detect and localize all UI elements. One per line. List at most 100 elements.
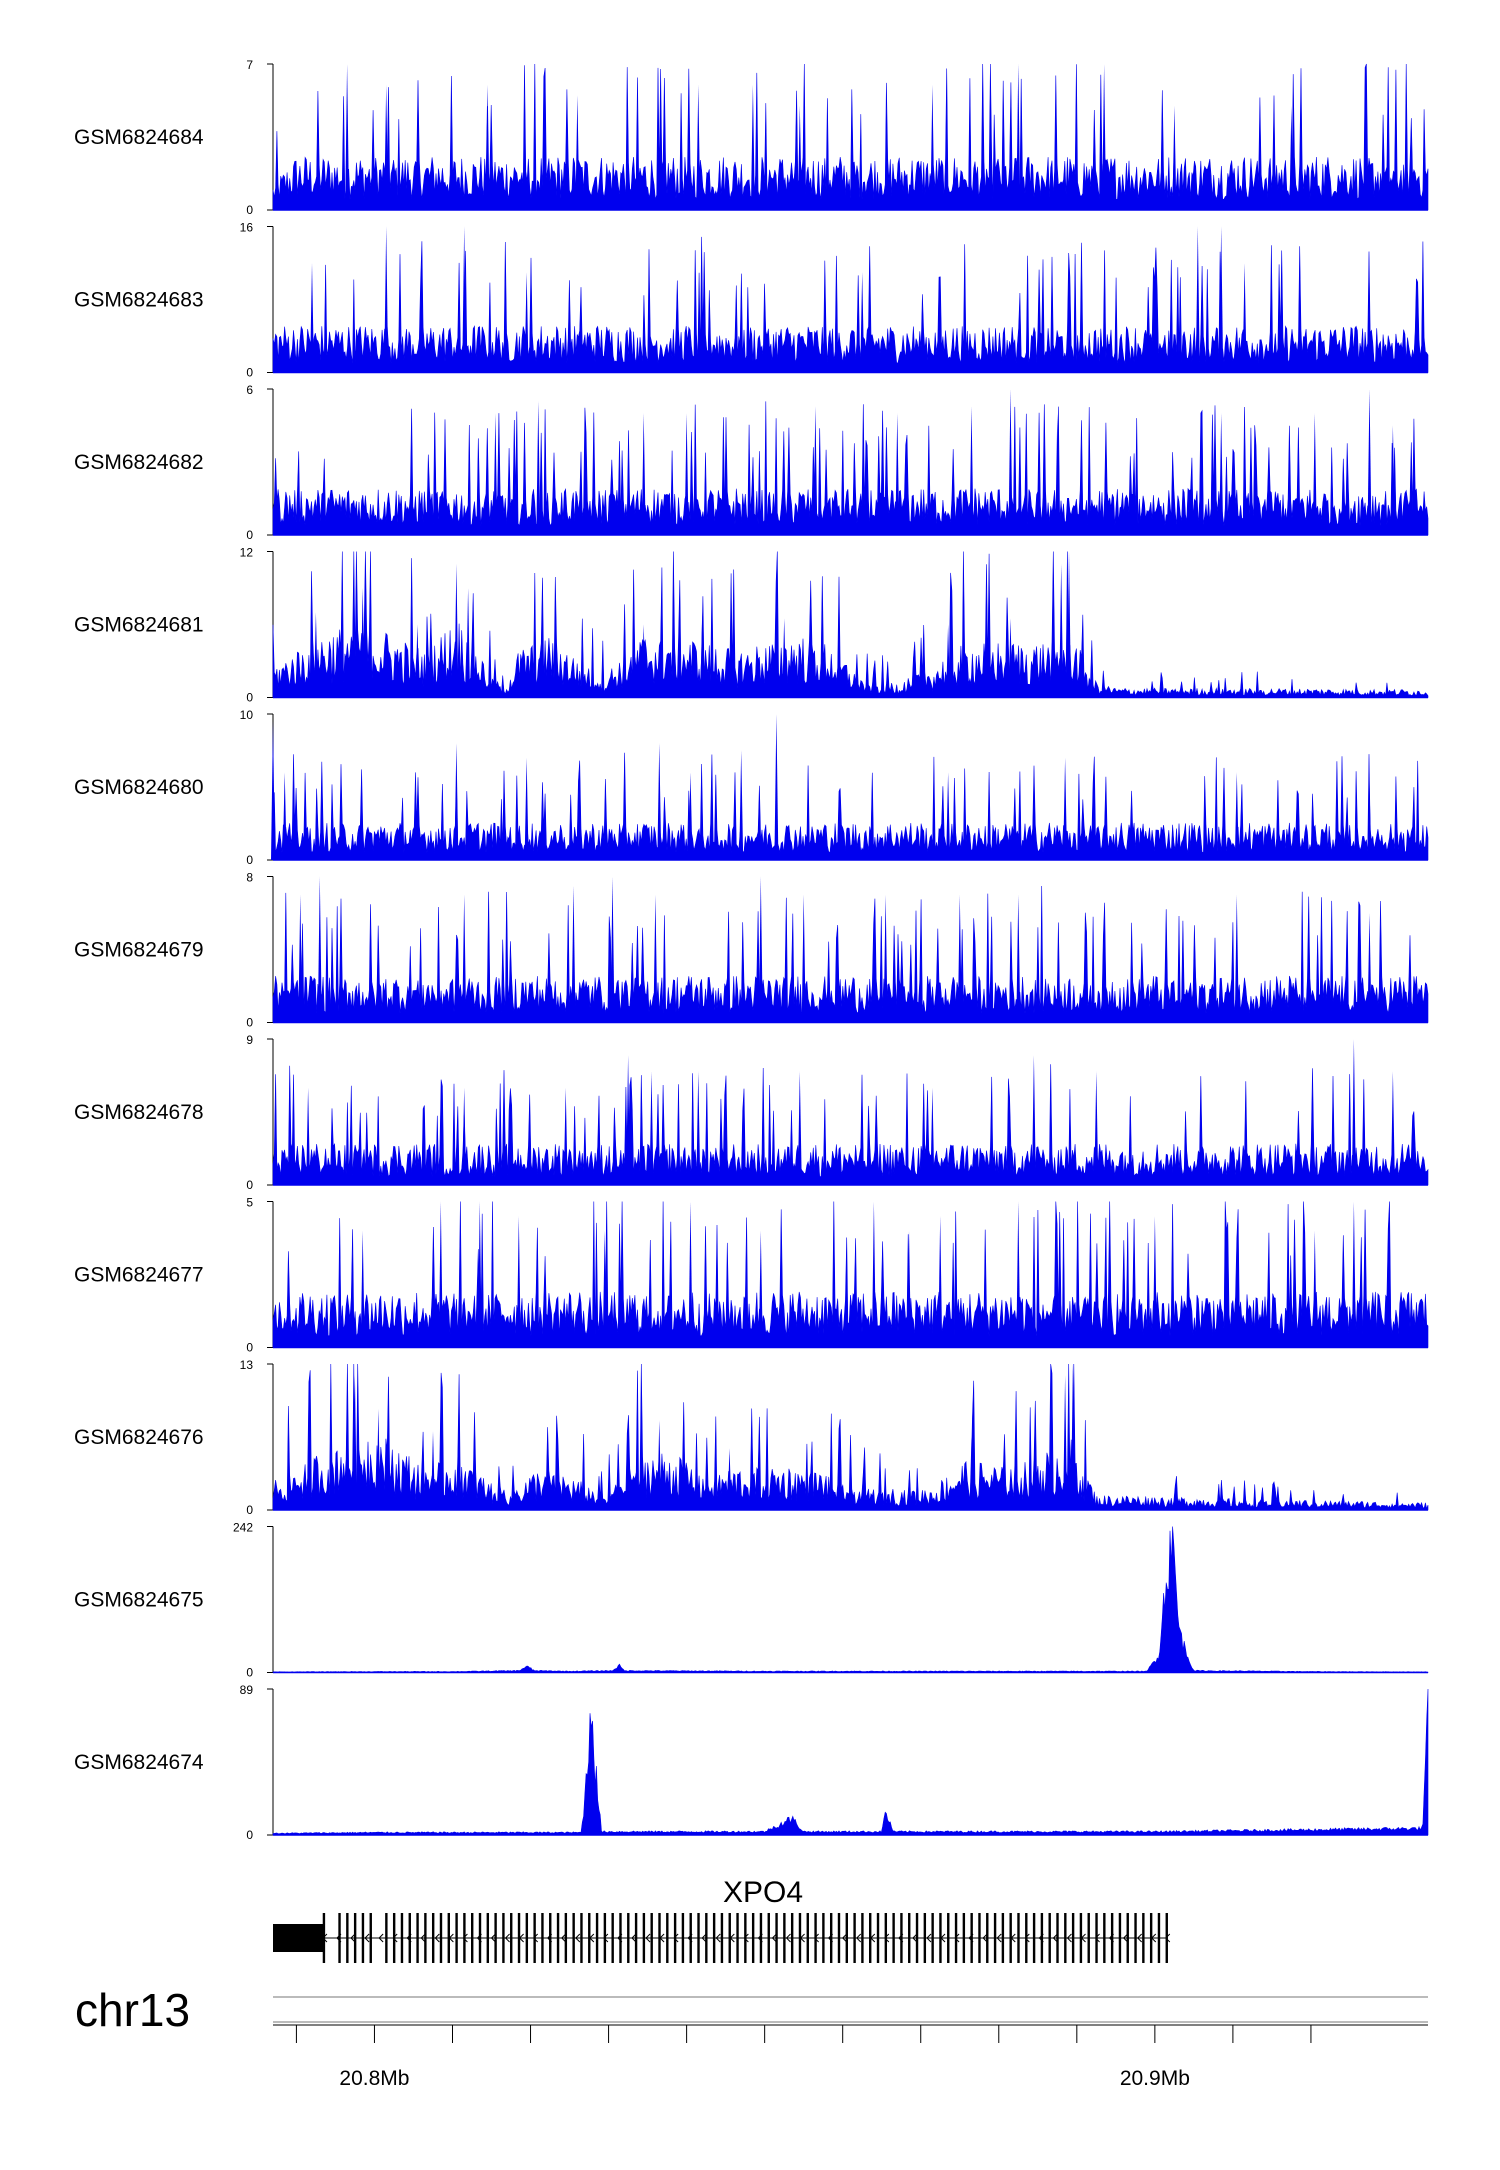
y-tick-label: 13 xyxy=(240,1358,254,1372)
exon-block xyxy=(869,1913,872,1963)
coverage-peak xyxy=(758,876,763,1023)
exon-block xyxy=(338,1913,341,1963)
coverage-peak xyxy=(727,1448,732,1510)
exon-block xyxy=(892,1913,895,1963)
coverage-peak xyxy=(493,413,498,535)
strand-arrow xyxy=(645,1933,651,1943)
coverage-peak xyxy=(1195,226,1200,373)
coverage-peak xyxy=(696,1071,701,1185)
coverage-peak xyxy=(1390,425,1395,535)
coverage-peak xyxy=(384,226,389,373)
coverage-peak xyxy=(750,84,755,210)
coverage-peak xyxy=(688,1201,693,1348)
coverage-peak xyxy=(1367,913,1372,1023)
exon-block xyxy=(463,1913,466,1963)
track-label: GSM6824681 xyxy=(74,614,204,637)
coverage-peak xyxy=(610,876,615,1023)
track-GSM6824680: GSM6824680 10 0 xyxy=(74,708,1429,867)
exon-block xyxy=(759,1913,763,1963)
coverage-peak xyxy=(653,894,658,1023)
exon-block xyxy=(1110,1913,1114,1963)
exon-block xyxy=(392,1913,396,1963)
y-tick-label: 0 xyxy=(246,366,253,380)
coverage-peak xyxy=(563,1087,568,1185)
coverage-peak xyxy=(466,588,471,698)
exon-block xyxy=(1056,1913,1059,1963)
track-label: GSM6824680 xyxy=(74,776,204,799)
coverage-peak xyxy=(969,1437,974,1510)
exon-block xyxy=(697,1913,700,1963)
y-tick-label: 7 xyxy=(246,58,253,72)
coverage-area xyxy=(272,1526,1429,1673)
coverage-peak xyxy=(1242,263,1247,373)
strand-arrow xyxy=(982,1933,988,1943)
y-tick-label: 0 xyxy=(246,528,253,542)
exon-block xyxy=(1103,1913,1106,1963)
track-GSM6824676: GSM6824676 13 0 xyxy=(74,1358,1429,1517)
strand-arrow xyxy=(715,1933,721,1943)
exon-block xyxy=(541,1913,544,1963)
exon-block xyxy=(439,1913,443,1963)
y-tick-label: 0 xyxy=(246,1666,253,1680)
exon-block xyxy=(822,1913,825,1963)
exon-block xyxy=(900,1913,903,1963)
coverage-peak xyxy=(1102,64,1107,210)
coverage-peak xyxy=(462,894,467,1023)
coverage-peak xyxy=(782,618,787,698)
coverage-peak xyxy=(1152,1216,1157,1348)
strand-arrow xyxy=(378,1933,384,1943)
track-GSM6824684: GSM6824684 7 0 xyxy=(74,58,1429,217)
exon-block xyxy=(947,1913,950,1963)
exon-block xyxy=(533,1913,536,1963)
exon-block xyxy=(471,1913,474,1963)
coverage-peak xyxy=(938,1216,943,1348)
exon-block xyxy=(650,1913,653,1963)
exon-block xyxy=(627,1913,630,1963)
coverage-peak xyxy=(602,1230,607,1348)
coverage-peak xyxy=(376,1408,381,1510)
coverage-peak xyxy=(485,84,490,210)
exon-block xyxy=(1009,1913,1012,1963)
exon-block xyxy=(564,1913,568,1963)
coverage-peak xyxy=(626,1055,631,1185)
exon-block xyxy=(595,1913,599,1963)
coverage-peak xyxy=(836,1453,841,1510)
exon-block xyxy=(361,1913,365,1963)
coverage-peak xyxy=(1312,1230,1317,1348)
coverage-area xyxy=(272,1201,1429,1348)
genome-axis: chr13 20.8Mb 20.9Mb xyxy=(75,1984,1428,2090)
coverage-peak xyxy=(1055,413,1060,535)
utr-block xyxy=(273,1924,324,1952)
strand-arrow xyxy=(841,1933,848,1943)
exon-block xyxy=(876,1913,880,1963)
coverage-peak xyxy=(774,714,779,860)
coverage-peak xyxy=(317,876,322,1023)
y-tick-label: 5 xyxy=(246,1196,253,1210)
exon-block xyxy=(751,1913,755,1963)
exon-block xyxy=(510,1913,513,1963)
coverage-peak xyxy=(860,272,865,373)
y-tick-label: 0 xyxy=(246,1828,253,1842)
exon-block xyxy=(1142,1913,1145,1963)
exon-block xyxy=(1087,1913,1090,1963)
coverage-area xyxy=(272,1363,1429,1511)
coverage-peak xyxy=(797,1071,802,1185)
coverage-peak xyxy=(536,401,541,535)
track-GSM6824674: GSM6824674 89 0 xyxy=(74,1683,1429,1842)
exon-block xyxy=(634,1913,638,1963)
coverage-peak xyxy=(352,1375,357,1510)
coverage-peak xyxy=(657,1420,662,1510)
exon-block xyxy=(970,1913,973,1963)
coverage-peak xyxy=(571,885,576,1023)
coverage-peak xyxy=(282,772,287,860)
coverage-area xyxy=(272,236,1429,373)
exon-block xyxy=(369,1913,372,1963)
exon-block xyxy=(720,1913,724,1963)
y-tick-label: 242 xyxy=(233,1521,253,1535)
coverage-peak xyxy=(797,105,802,210)
exon-block xyxy=(588,1913,591,1963)
coverage-peak xyxy=(431,1431,435,1510)
exon-block xyxy=(424,1913,427,1963)
coverage-peak xyxy=(895,413,900,535)
